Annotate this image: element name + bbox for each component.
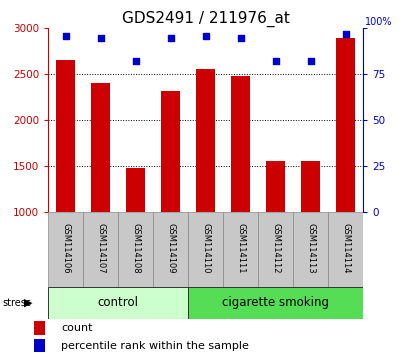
- Bar: [56, 59, 76, 212]
- Text: GSM114107: GSM114107: [96, 223, 105, 273]
- Bar: [34, 339, 45, 352]
- Text: GSM114110: GSM114110: [201, 223, 210, 273]
- Bar: [336, 38, 355, 212]
- Point: [132, 59, 139, 64]
- Text: GSM114109: GSM114109: [166, 223, 175, 273]
- Point: [342, 31, 349, 37]
- Text: GSM114114: GSM114114: [341, 223, 350, 273]
- Text: GSM114106: GSM114106: [61, 223, 70, 273]
- Bar: [153, 212, 188, 287]
- Bar: [301, 161, 320, 212]
- Bar: [266, 161, 286, 212]
- Bar: [223, 212, 258, 287]
- Text: GSM114113: GSM114113: [306, 223, 315, 273]
- Text: control: control: [98, 296, 139, 309]
- Text: stress: stress: [2, 298, 31, 308]
- Text: count: count: [61, 323, 92, 333]
- Bar: [231, 76, 250, 212]
- Text: GSM114108: GSM114108: [131, 223, 140, 273]
- Text: percentile rank within the sample: percentile rank within the sample: [61, 341, 249, 350]
- Point: [237, 35, 244, 40]
- Bar: [118, 212, 153, 287]
- Point: [97, 35, 104, 40]
- Point: [273, 59, 279, 64]
- Bar: [188, 212, 223, 287]
- Bar: [161, 91, 181, 212]
- Bar: [328, 212, 363, 287]
- Point: [63, 33, 69, 39]
- Bar: [126, 168, 145, 212]
- Bar: [293, 212, 328, 287]
- Title: GDS2491 / 211976_at: GDS2491 / 211976_at: [122, 11, 290, 27]
- Bar: [34, 321, 45, 335]
- Bar: [48, 212, 83, 287]
- Point: [168, 35, 174, 40]
- Bar: [258, 212, 293, 287]
- Bar: [188, 287, 363, 319]
- Point: [202, 33, 209, 39]
- Text: cigarette smoking: cigarette smoking: [222, 296, 329, 309]
- Point: [307, 59, 314, 64]
- Text: ▶: ▶: [24, 298, 33, 308]
- Text: GSM114112: GSM114112: [271, 223, 280, 273]
- Bar: [83, 212, 118, 287]
- Bar: [48, 287, 188, 319]
- Bar: [196, 69, 215, 212]
- Bar: [91, 82, 110, 212]
- Text: 100%: 100%: [365, 17, 393, 27]
- Text: GSM114111: GSM114111: [236, 223, 245, 273]
